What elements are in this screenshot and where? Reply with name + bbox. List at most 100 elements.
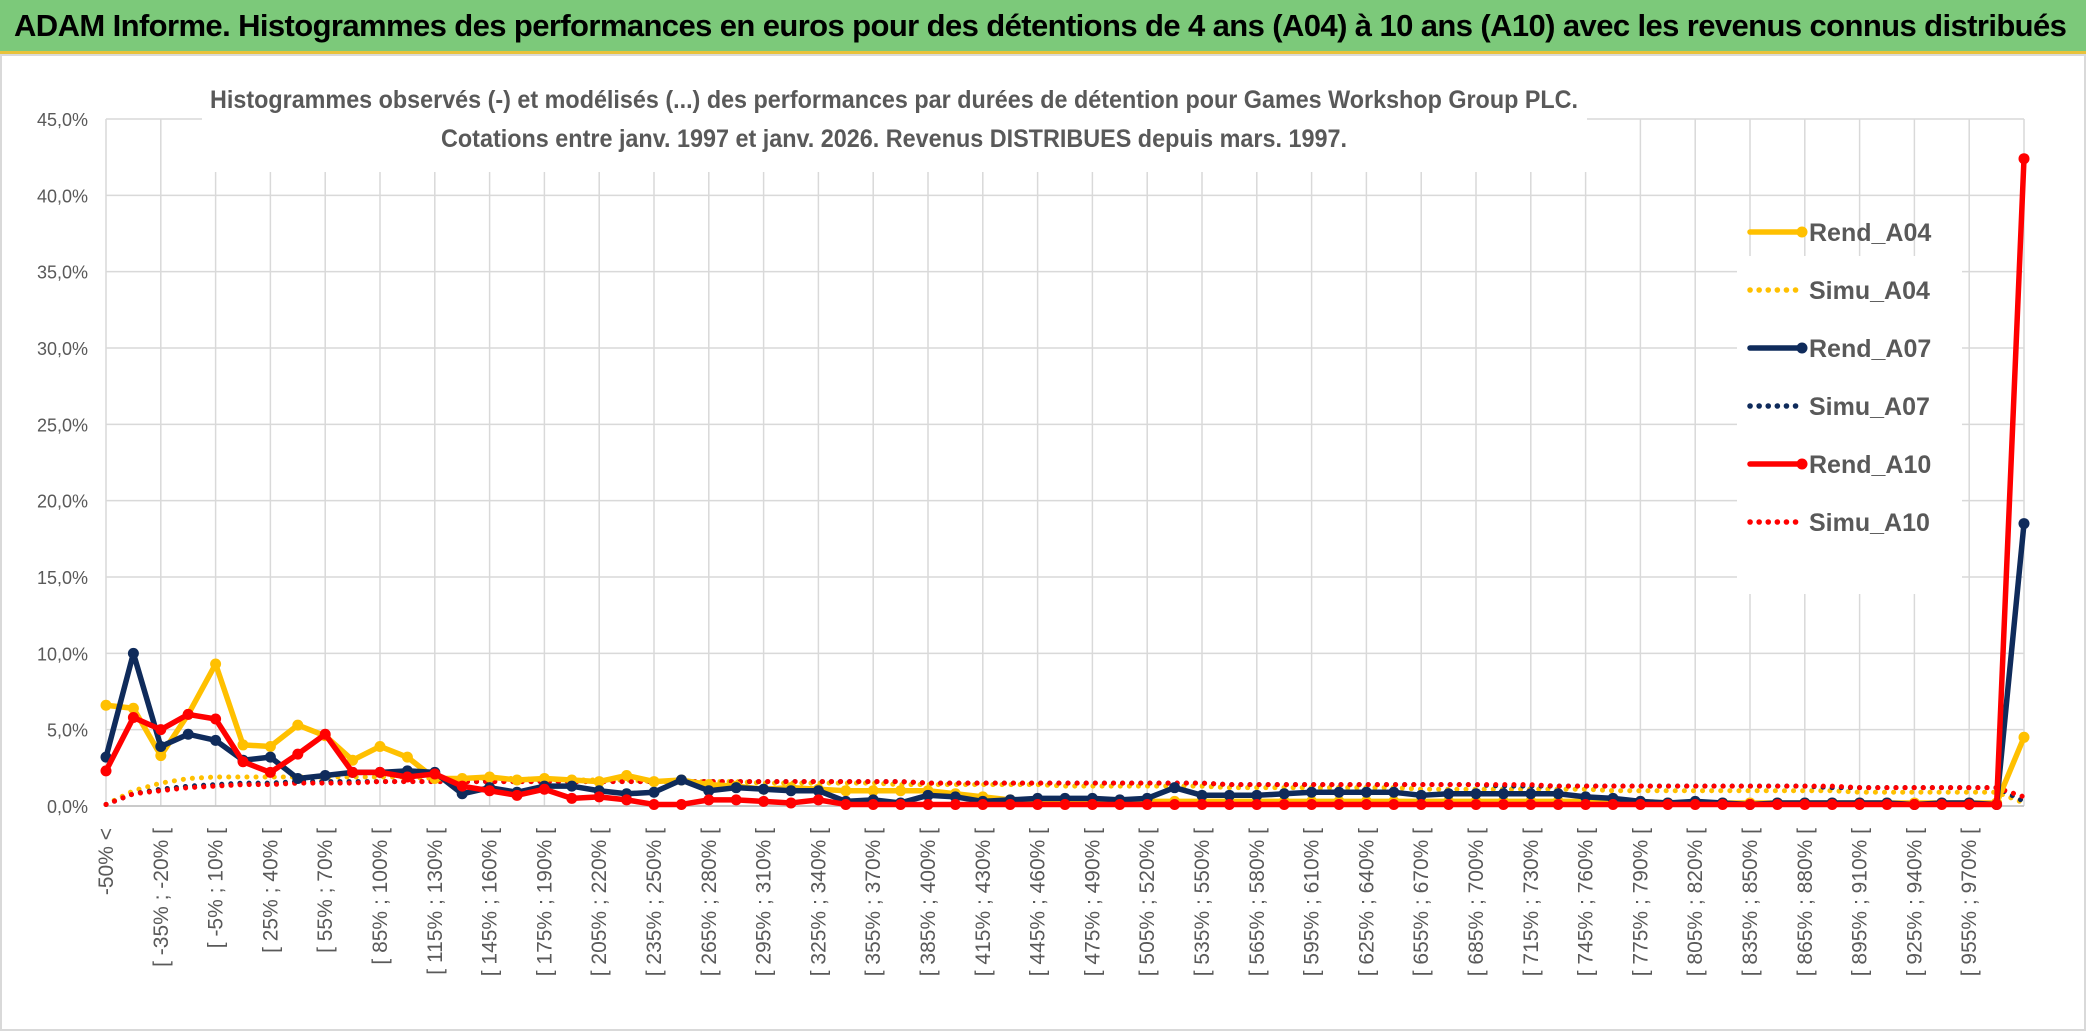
x-tick-label: [ 475% ; 490% [ (1081, 828, 1104, 976)
x-tick-label: [ 625% ; 640% [ (1355, 828, 1378, 976)
data-point (1306, 786, 1318, 798)
x-tick-label: [ 445% ; 460% [ (1027, 828, 1050, 976)
x-tick-label: [ 325% ; 340% [ (807, 828, 830, 976)
series-line-simu-a10 (103, 779, 2027, 807)
data-point (511, 789, 523, 801)
data-point (182, 728, 194, 740)
x-tick-label: [ 895% ; 910% [ (1849, 828, 1872, 976)
data-point (867, 798, 879, 810)
data-point (1525, 798, 1537, 810)
legend-marker (1796, 226, 1808, 238)
y-tick-label: 20,0% (37, 492, 88, 512)
data-point (456, 780, 468, 792)
data-point (292, 773, 304, 785)
grid-lines (105, 118, 2025, 807)
data-point (1333, 786, 1345, 798)
x-tick-label: [ 715% ; 730% [ (1520, 828, 1543, 976)
data-point (237, 739, 249, 751)
legend-marker (1796, 342, 1808, 354)
data-point (812, 794, 824, 806)
data-point (566, 792, 578, 804)
data-point (1580, 798, 1592, 810)
x-tick-label: [ 685% ; 700% [ (1465, 828, 1488, 976)
banner-title: ADAM Informe. Histogrammes des performan… (14, 8, 2067, 43)
data-point (292, 719, 304, 731)
data-point (538, 783, 550, 795)
data-point (703, 785, 715, 797)
data-point (785, 785, 797, 797)
data-point (1552, 798, 1564, 810)
data-point (1141, 798, 1153, 810)
data-point (1717, 798, 1729, 810)
data-point (922, 789, 934, 801)
x-tick-label: [ 835% ; 850% [ (1739, 828, 1762, 976)
data-point (1497, 798, 1509, 810)
data-point (621, 794, 633, 806)
data-point (1278, 788, 1290, 800)
data-point (1114, 798, 1126, 810)
x-tick-label: [ 805% ; 820% [ (1684, 828, 1707, 976)
data-point (100, 699, 112, 711)
data-point (155, 740, 167, 752)
data-point (1470, 798, 1482, 810)
data-point (730, 794, 742, 806)
data-point (1169, 782, 1181, 794)
data-point (1086, 798, 1098, 810)
y-tick-label: 10,0% (37, 644, 88, 664)
y-tick-label: 25,0% (37, 415, 88, 435)
data-point (949, 791, 961, 803)
legend-label: Rend_A07 (1809, 335, 1931, 363)
data-point (1826, 798, 1838, 810)
data-point (1333, 798, 1345, 810)
series-line-rend-a07 (103, 520, 2027, 808)
x-tick-label: [ 115% ; 130% [ (424, 828, 447, 975)
data-point (593, 776, 605, 788)
data-point (1032, 798, 1044, 810)
data-point (895, 785, 907, 797)
x-tick-label: [ 505% ; 520% [ (1136, 828, 1159, 976)
header-banner: ADAM Informe. Histogrammes des performan… (0, 0, 2086, 54)
data-point (1552, 788, 1564, 800)
data-point (1607, 798, 1619, 810)
x-tick-label: -50% < (95, 828, 118, 895)
data-point (1059, 798, 1071, 810)
data-point (867, 785, 879, 797)
data-point (1388, 798, 1400, 810)
data-point (621, 769, 633, 781)
data-point (347, 766, 359, 778)
series-line-rend-a10 (103, 155, 2027, 808)
data-point (2018, 153, 2030, 165)
data-point (1415, 798, 1427, 810)
data-point (2018, 731, 2030, 743)
y-tick-label: 45,0% (37, 110, 88, 130)
data-point (1196, 798, 1208, 810)
x-axis-ticks: -50% < [ -35% ; -20% [[ -5% ; 10% [[ 25% … (95, 828, 1981, 976)
data-point (127, 702, 139, 714)
data-point (1771, 798, 1783, 810)
data-point (182, 708, 194, 720)
y-tick-label: 15,0% (37, 568, 88, 588)
x-tick-label: [ 85% ; 100% [ (369, 828, 392, 965)
data-point (264, 751, 276, 763)
data-point (758, 795, 770, 807)
data-point (1223, 789, 1235, 801)
data-point (977, 798, 989, 810)
legend-label: Simu_A04 (1809, 277, 1930, 305)
x-tick-label: [ 55% ; 70% [ (314, 828, 337, 953)
data-point (675, 774, 687, 786)
data-point (538, 773, 550, 785)
data-point (1251, 798, 1263, 810)
data-point (429, 768, 441, 780)
legend-label: Rend_A04 (1809, 219, 1931, 247)
y-tick-label: 5,0% (47, 721, 88, 741)
legend-label: Simu_A10 (1809, 509, 1930, 537)
series-line-simu-a04 (103, 774, 2027, 807)
data-point (1278, 798, 1290, 810)
legend-label: Simu_A07 (1809, 393, 1930, 421)
legend-marker (1796, 458, 1808, 470)
data-point (1443, 788, 1455, 800)
data-point (1360, 786, 1372, 798)
data-point (155, 724, 167, 736)
x-tick-label: [ 265% ; 280% [ (698, 828, 721, 976)
data-point (319, 728, 331, 740)
